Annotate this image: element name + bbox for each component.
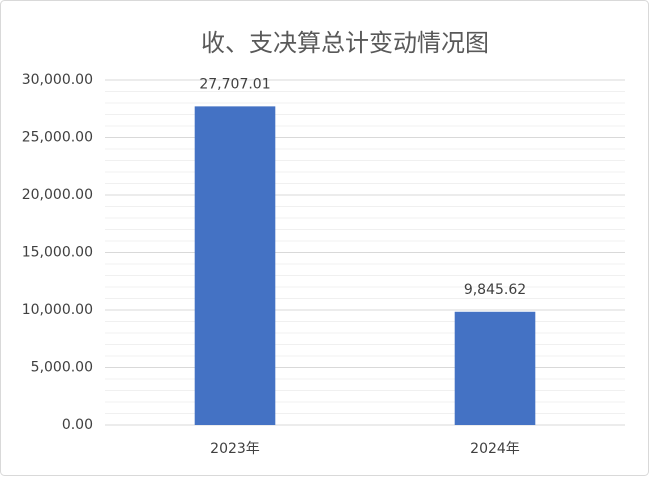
y-tick-label: 15,000.00 bbox=[22, 245, 93, 261]
y-tick-label: 25,000.00 bbox=[22, 130, 93, 146]
data-label: 9,845.62 bbox=[464, 282, 526, 298]
y-tick-label: 10,000.00 bbox=[22, 302, 93, 318]
y-tick-label: 30,000.00 bbox=[22, 72, 93, 88]
x-tick-label: 2024年 bbox=[470, 441, 520, 457]
y-tick-label: 20,000.00 bbox=[22, 187, 93, 203]
bar bbox=[454, 311, 536, 425]
y-tick-label: 0.00 bbox=[62, 417, 93, 433]
y-tick-label: 5,000.00 bbox=[31, 360, 93, 376]
chart-title: 收、支决算总计变动情况图 bbox=[201, 29, 489, 57]
bar bbox=[194, 106, 276, 425]
x-tick-label: 2023年 bbox=[210, 441, 260, 457]
data-label: 27,707.01 bbox=[199, 76, 270, 92]
